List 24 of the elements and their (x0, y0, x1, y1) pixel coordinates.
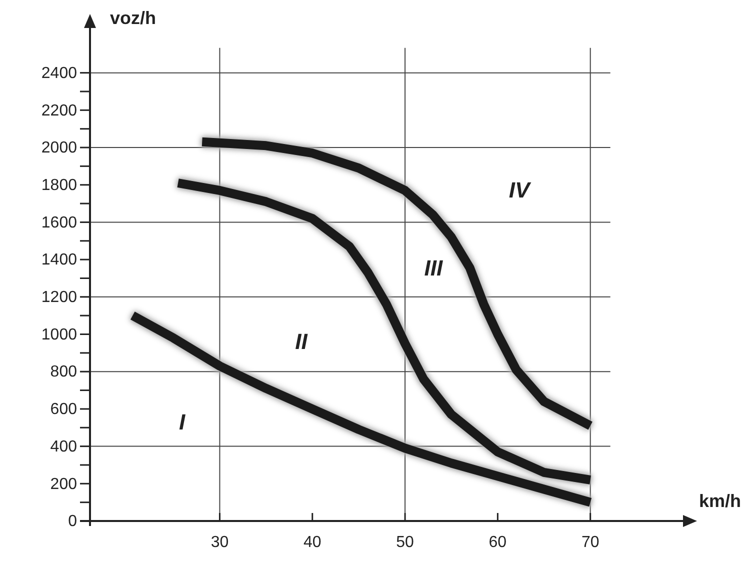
y-tick-label: 2400 (41, 64, 78, 82)
annotation: IV (508, 177, 532, 202)
x-tick-label: 50 (396, 534, 414, 551)
y-tick-label: 400 (50, 438, 78, 456)
x-axis-title: km/h (698, 491, 741, 511)
annotation: I (179, 409, 186, 434)
y-tick-label: 2200 (41, 102, 78, 120)
y-tick-label: 1800 (41, 176, 78, 194)
y-tick-label: 200 (50, 476, 78, 493)
y-tick-label: 800 (50, 364, 78, 381)
y-tick-label: 1600 (41, 214, 78, 232)
x-tick-label: 60 (488, 534, 507, 551)
y-tick-label: 1400 (41, 252, 78, 269)
y-tick-label: 1000 (41, 326, 78, 344)
y-tick-label: 1200 (41, 289, 78, 306)
y-axis-title: voz/h (110, 8, 156, 28)
x-tick-label: 70 (581, 534, 600, 551)
y-tick-label: 2000 (41, 140, 78, 157)
annotation: III (424, 256, 444, 281)
x-tick-label: 30 (210, 534, 229, 551)
y-tick-label: 600 (50, 401, 78, 418)
y-tick-label: 0 (68, 513, 78, 530)
x-tick-label: 40 (303, 534, 322, 551)
annotation: II (295, 328, 308, 354)
